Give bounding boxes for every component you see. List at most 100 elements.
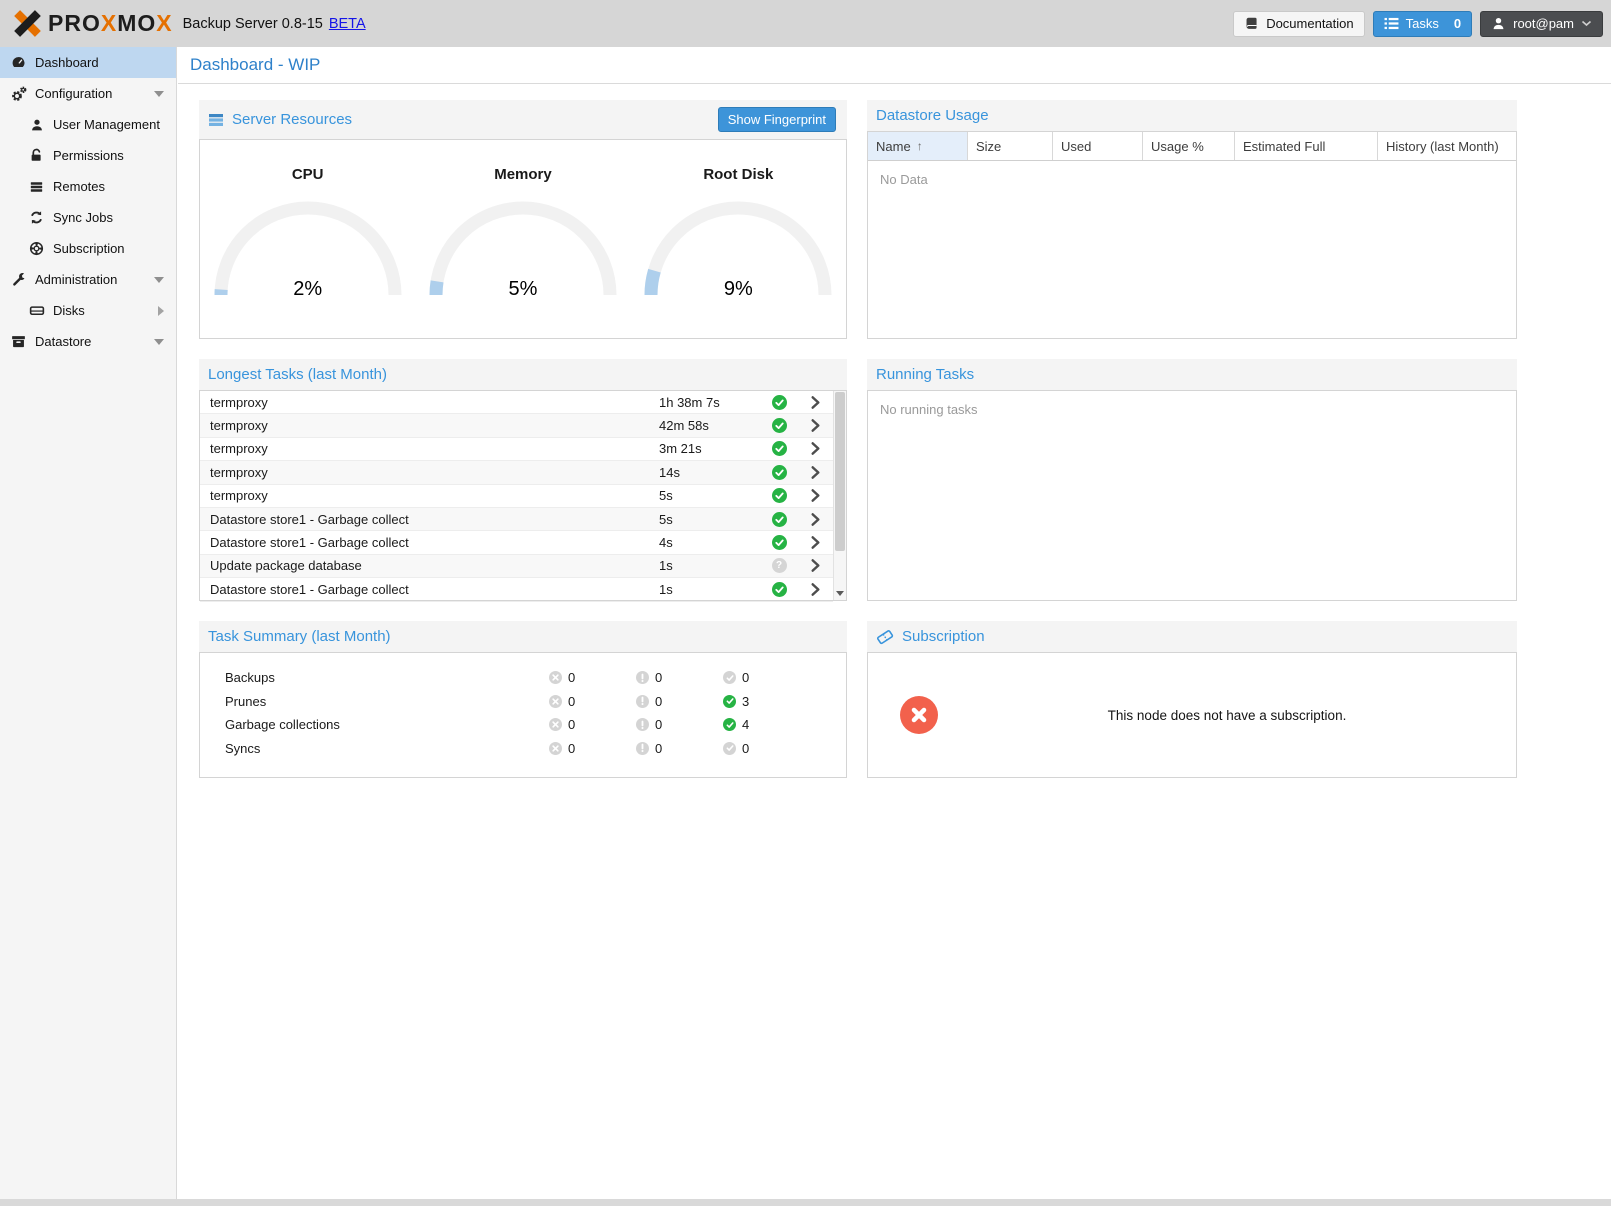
cogs-icon (10, 86, 27, 102)
caret-down-icon[interactable] (154, 90, 164, 97)
ok-count: 0 (723, 741, 810, 756)
subscription-panel: Subscription This node does not have a s… (867, 621, 1517, 778)
chevron-right-icon[interactable] (797, 582, 833, 597)
life-ring-icon (28, 241, 45, 256)
chevron-right-icon[interactable] (797, 512, 833, 527)
hdd-icon (28, 303, 45, 318)
gauge-label: CPU (291, 166, 324, 183)
error-count: 0 (549, 670, 636, 685)
sidebar-item-disks[interactable]: Disks (0, 295, 176, 326)
summary-label: Syncs (225, 740, 261, 756)
task-status-icon: ? (771, 418, 787, 434)
refresh-icon (28, 210, 45, 225)
sidebar-item-remotes[interactable]: Remotes (0, 171, 176, 202)
caret-down-icon[interactable] (154, 338, 164, 345)
ok-circle-icon (723, 671, 736, 685)
warning-circle-icon (636, 671, 649, 685)
task-row[interactable]: termproxy 14s ? (200, 461, 833, 485)
column-header-size[interactable]: Size (968, 132, 1053, 160)
sidebar-item-user-management[interactable]: User Management (0, 109, 176, 140)
task-name: Datastore store1 - Garbage collect (210, 535, 409, 551)
error-count: 0 (549, 741, 636, 756)
summary-row-prunes[interactable]: Prunes 0 0 3 (200, 690, 846, 714)
task-duration: 5s (659, 488, 673, 504)
sidebar-item-permissions[interactable]: Permissions (0, 140, 176, 171)
summary-row-syncs[interactable]: Syncs 0 0 0 (200, 737, 846, 761)
caret-right-icon[interactable] (158, 305, 164, 316)
unlock-icon (28, 148, 45, 163)
task-row[interactable]: Update package database 1s ? (200, 554, 833, 579)
scrollbar[interactable] (833, 391, 846, 600)
ok-circle-icon (723, 718, 736, 732)
summary-label: Garbage collections (225, 717, 340, 733)
summary-row-backups[interactable]: Backups 0 0 0 (200, 666, 846, 690)
column-header-name[interactable]: Name ↑ (868, 132, 968, 160)
task-summary-title: Task Summary (last Month) (208, 628, 391, 645)
chevron-right-icon[interactable] (797, 395, 833, 410)
task-row[interactable]: termproxy 5s ? (200, 485, 833, 508)
archive-icon (10, 334, 27, 349)
longest-tasks-panel: Longest Tasks (last Month) termproxy 1h … (199, 359, 847, 602)
chevron-right-icon[interactable] (797, 535, 833, 550)
no-running-tasks-text: No running tasks (880, 402, 978, 417)
sidebar-item-dashboard[interactable]: Dashboard (0, 47, 176, 78)
error-circle-icon (549, 718, 562, 732)
warning-circle-icon (636, 741, 649, 755)
user-menu-button[interactable]: root@pam (1480, 10, 1603, 37)
task-name: termproxy (210, 394, 268, 410)
sidebar-item-sync-jobs[interactable]: Sync Jobs (0, 202, 176, 233)
column-header-history[interactable]: History (last Month) (1378, 132, 1516, 160)
scrollbar-thumb[interactable] (835, 392, 845, 551)
dashboard-content: Server Resources Show Fingerprint CPU 2% (178, 84, 1611, 778)
page-title: Dashboard - WIP (190, 55, 321, 74)
chevron-right-icon[interactable] (797, 418, 833, 433)
warning-circle-icon (636, 694, 649, 708)
sidebar-item-configuration[interactable]: Configuration (0, 78, 176, 109)
error-circle-icon (549, 671, 562, 685)
documentation-button[interactable]: Documentation (1233, 10, 1365, 37)
longest-tasks-body: termproxy 1h 38m 7s ? termproxy 42m 58s … (199, 390, 847, 602)
brand-seg: X (156, 10, 173, 36)
running-tasks-title: Running Tasks (876, 366, 975, 383)
task-status-icon: ? (771, 488, 787, 504)
task-name: Datastore store1 - Garbage collect (210, 581, 409, 597)
server-resources-panel: Server Resources Show Fingerprint CPU 2% (199, 100, 847, 339)
documentation-label: Documentation (1266, 16, 1354, 31)
main-area: Dashboard - WIP Server Resources Show Fi… (178, 47, 1611, 1199)
beta-link[interactable]: BETA (328, 15, 366, 32)
chevron-right-icon[interactable] (797, 488, 833, 503)
warning-circle-icon (636, 718, 649, 732)
tasks-button[interactable]: Tasks 0 (1372, 10, 1473, 37)
user-label: root@pam (1513, 16, 1574, 31)
root-disk-gauge: Root Disk 9% (631, 140, 846, 338)
task-row[interactable]: Datastore store1 - Garbage collect 5s ? (200, 507, 833, 532)
task-row[interactable]: Datastore store1 - Garbage collect 4s ? (200, 531, 833, 555)
task-summary-panel: Task Summary (last Month) Backups 0 0 0 … (199, 621, 847, 778)
task-row[interactable]: Datastore store1 - Garbage collect 1s ? (200, 578, 833, 602)
summary-row-garbage-collections[interactable]: Garbage collections 0 0 4 (200, 713, 846, 737)
sidebar-item-administration[interactable]: Administration (0, 264, 176, 295)
chevron-right-icon[interactable] (797, 558, 833, 573)
list-bars-icon (28, 180, 45, 194)
bottom-strip (0, 1199, 1611, 1206)
task-row[interactable]: termproxy 42m 58s ? (200, 414, 833, 438)
task-status-icon: ? (771, 464, 787, 480)
column-header-estimated-full[interactable]: Estimated Full (1235, 132, 1378, 160)
server-resources-body: CPU 2% Memory (199, 139, 847, 339)
scrollbar-down-button[interactable] (834, 587, 846, 600)
task-name: termproxy (210, 464, 268, 480)
warning-count: 0 (636, 670, 723, 685)
caret-down-icon[interactable] (154, 276, 164, 283)
sidebar-item-datastore[interactable]: Datastore (0, 326, 176, 357)
no-data-text: No Data (880, 172, 928, 187)
column-header-usage-pct[interactable]: Usage % (1143, 132, 1235, 160)
column-header-used[interactable]: Used (1053, 132, 1143, 160)
chevron-right-icon[interactable] (797, 441, 833, 456)
show-fingerprint-button[interactable]: Show Fingerprint (717, 107, 836, 132)
brand-seg: PRO (48, 10, 101, 36)
task-row[interactable]: termproxy 1h 38m 7s ? (200, 391, 833, 415)
chevron-right-icon[interactable] (797, 465, 833, 480)
task-row[interactable]: termproxy 3m 21s ? (200, 438, 833, 462)
subscription-title: Subscription (876, 628, 985, 645)
sidebar-item-subscription[interactable]: Subscription (0, 233, 176, 264)
